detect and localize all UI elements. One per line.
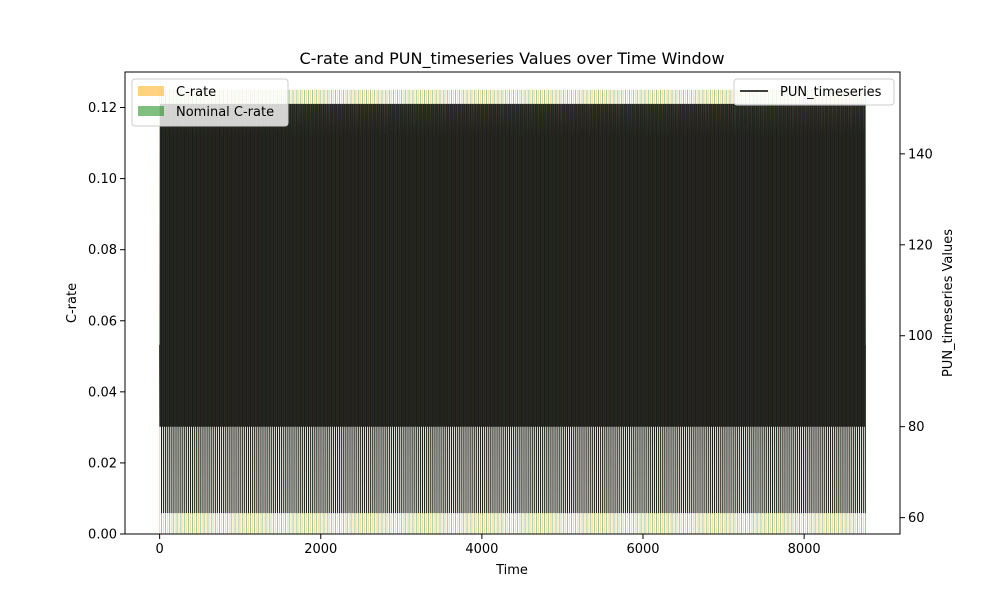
legend-label-c-rate: C-rate bbox=[176, 85, 216, 100]
x-tick-label: 8000 bbox=[788, 542, 821, 557]
y-right-tick-label: 100 bbox=[908, 329, 933, 344]
legend-label-pun-timeseries: PUN_timeseries bbox=[780, 85, 882, 100]
legend-label-nominal-c-rate: Nominal C-rate bbox=[176, 105, 274, 120]
y-axis-right: 60 80 100 120 140 bbox=[900, 147, 933, 526]
y-axis-left-label: C-rate bbox=[65, 283, 80, 323]
x-tick-label: 2000 bbox=[304, 542, 337, 557]
y-right-tick-label: 60 bbox=[908, 511, 925, 526]
x-axis-label: Time bbox=[495, 563, 528, 578]
legend-left-box bbox=[131, 78, 289, 127]
y-left-tick-label: 0.02 bbox=[88, 456, 117, 471]
y-axis-right-label: PUN_timeseries Values bbox=[941, 229, 956, 377]
y-left-tick-label: 0.10 bbox=[88, 172, 117, 187]
y-right-tick-label: 80 bbox=[908, 420, 925, 435]
y-left-tick-label: 0.04 bbox=[88, 385, 117, 400]
plot-frame bbox=[124, 71, 901, 535]
x-tick-label: 6000 bbox=[626, 542, 659, 557]
legend-swatch-c-rate bbox=[138, 86, 164, 96]
legend-left: C-rate Nominal C-rate bbox=[131, 78, 289, 127]
legend-right-box bbox=[733, 78, 895, 106]
y-right-tick-label: 140 bbox=[908, 147, 933, 162]
x-axis: 0 2000 4000 6000 8000 bbox=[156, 534, 821, 557]
x-tick-label: 4000 bbox=[465, 542, 498, 557]
pun-timeseries-polyline bbox=[159, 103, 866, 514]
y-right-tick-label: 120 bbox=[908, 238, 933, 253]
y-left-tick-label: 0.06 bbox=[88, 314, 117, 329]
chart-title: C-rate and PUN_timeseries Values over Ti… bbox=[299, 49, 724, 69]
y-left-tick-label: 0.12 bbox=[88, 101, 117, 116]
legend-right: PUN_timeseries bbox=[733, 78, 895, 106]
y-axis-left: 0.00 0.02 0.04 0.06 0.08 0.10 0.12 bbox=[88, 101, 125, 543]
y-left-tick-label: 0.00 bbox=[88, 528, 117, 543]
x-tick-label: 0 bbox=[156, 542, 164, 557]
legend-swatch-nominal-c-rate bbox=[138, 106, 164, 116]
pun-timeseries-line bbox=[159, 103, 866, 514]
y-left-tick-label: 0.08 bbox=[88, 243, 117, 258]
